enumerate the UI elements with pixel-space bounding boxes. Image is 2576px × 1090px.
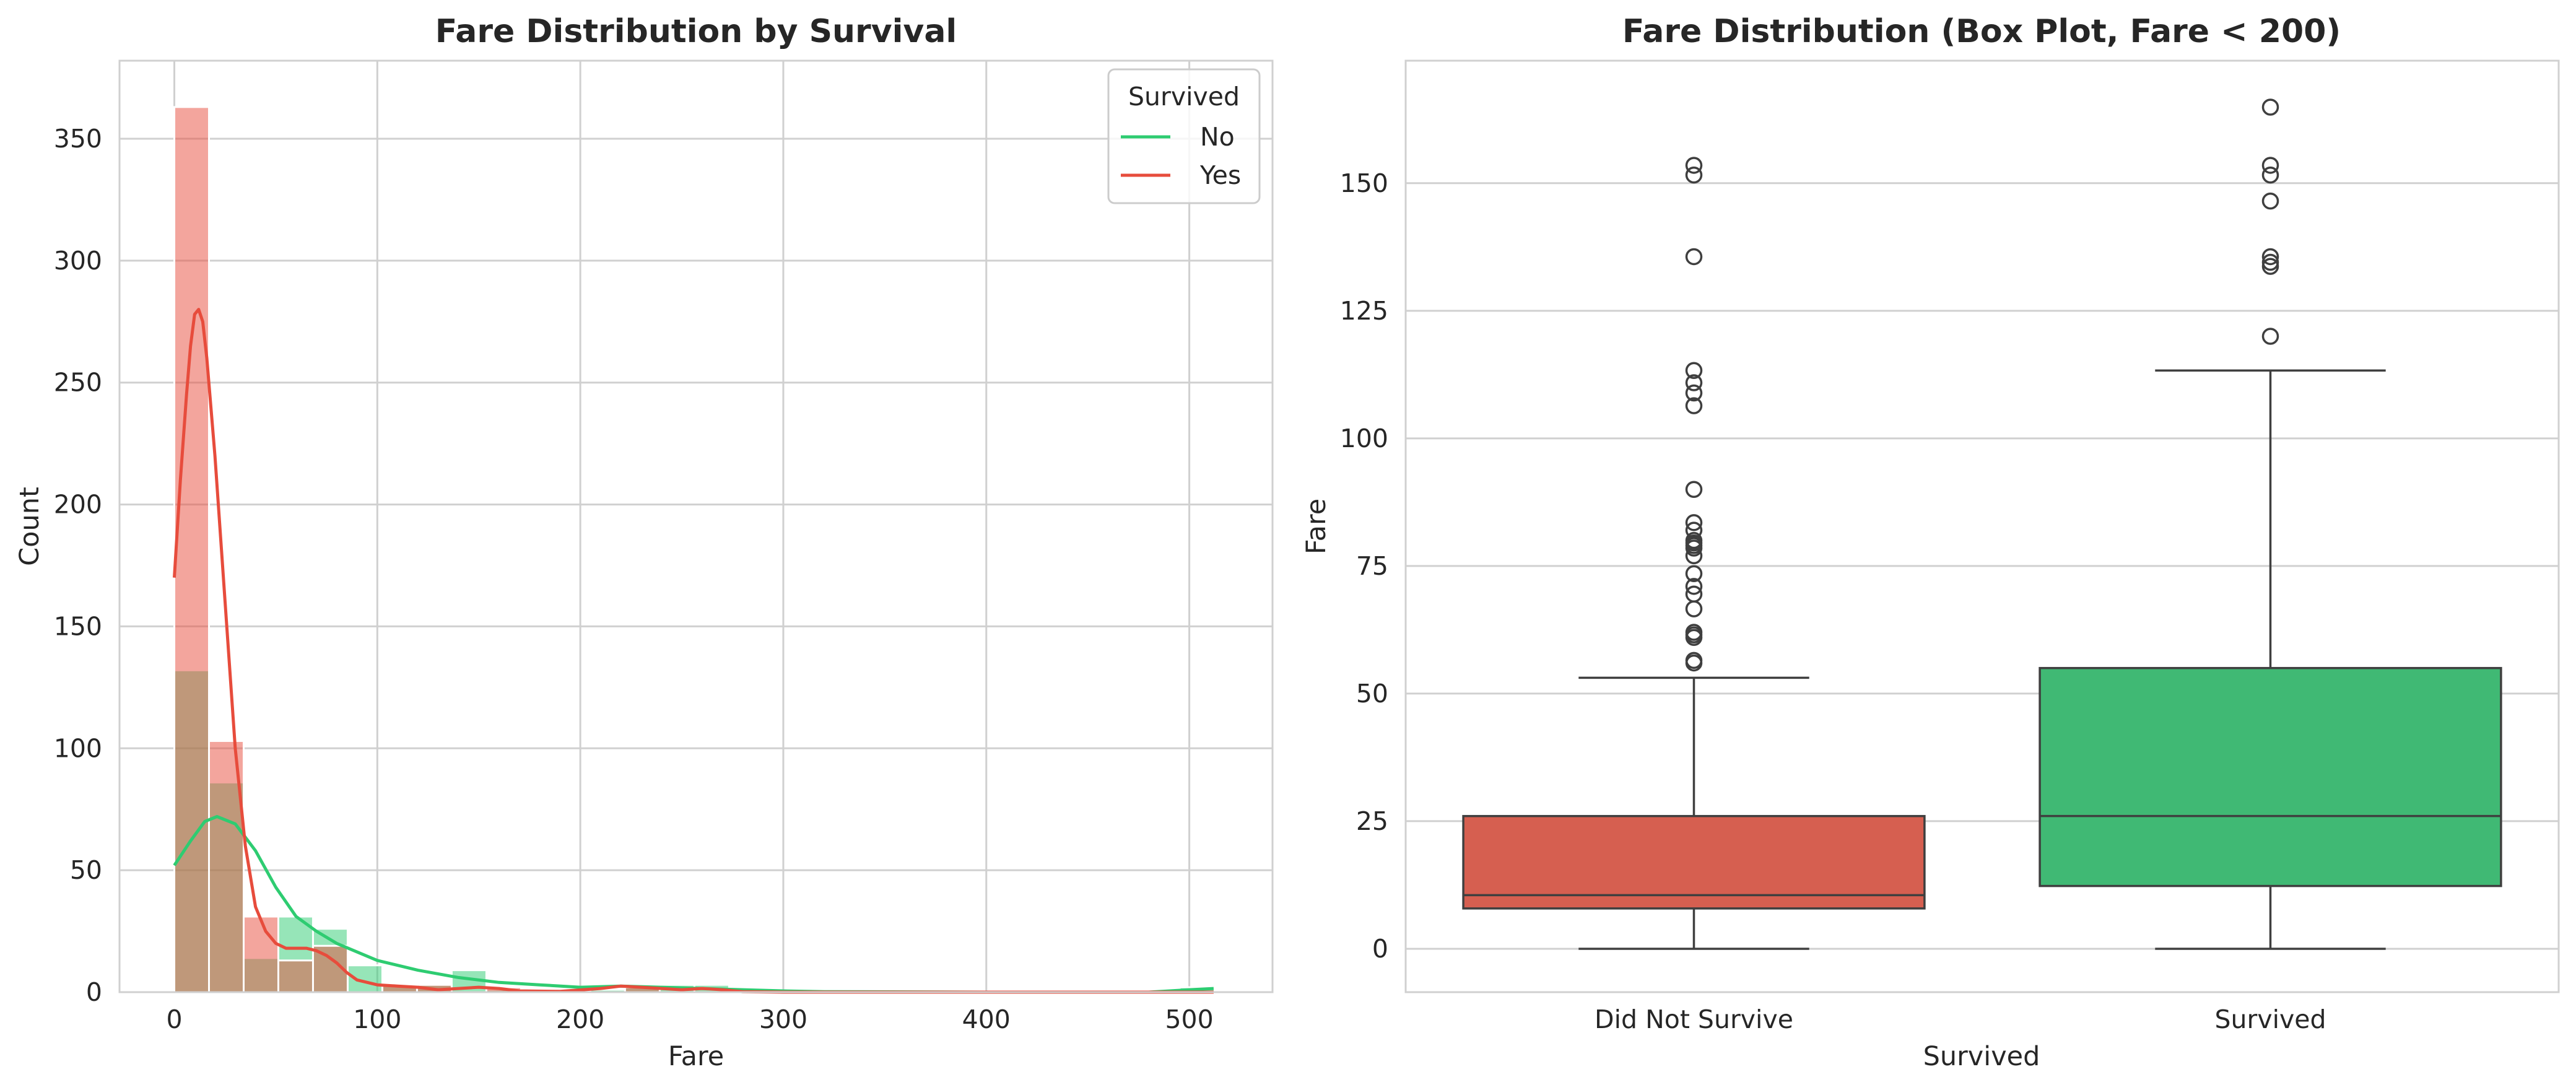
box-ytick-label: 100 [1340, 424, 1388, 453]
outlier-did-not-survive-8 [1685, 565, 1703, 582]
outlier-survived-0 [2261, 328, 2279, 345]
box-ylabel: Fare [1301, 499, 1332, 554]
hist-bar-yes-2 [242, 915, 279, 993]
legend-no-label: No [1200, 122, 1235, 152]
box-xlabel: Survived [1923, 1041, 2040, 1072]
outlier-survived-5 [2261, 166, 2279, 184]
outlier-did-not-survive-14 [1685, 521, 1703, 539]
box-title: Fare Distribution (Box Plot, Fare < 200) [1622, 13, 2341, 50]
outlier-did-not-survive-15 [1685, 514, 1703, 531]
outlier-did-not-survive-5 [1685, 600, 1703, 617]
outlier-did-not-survive-16 [1685, 481, 1703, 499]
outlier-did-not-survive-13 [1685, 531, 1703, 549]
outlier-did-not-survive-20 [1685, 362, 1703, 379]
histogram-chart: Fare Distribution by Survival 0 100 200 300… [14, 13, 1274, 1072]
outlier-survived-6 [2261, 157, 2279, 174]
outlier-did-not-survive-23 [1685, 157, 1703, 174]
hist-xlabel: Fare [668, 1041, 724, 1072]
boxplot-chart: Fare Distribution (Box Plot, Fare < 200)… [1301, 13, 2560, 1072]
kde-line-yes [173, 308, 1214, 994]
hist-tick-labels: 0 100 200 300 400 500 0 50 100 150 200 250 300 350 [54, 124, 1214, 1034]
outlier-survived-2 [2261, 253, 2279, 271]
hist-bar-yes-3 [277, 959, 314, 993]
hist-kde-curves [173, 308, 1214, 994]
hist-ytick-label: 350 [54, 124, 102, 154]
outlier-did-not-survive-7 [1685, 578, 1703, 595]
hist-title: Fare Distribution by Survival [435, 13, 957, 50]
box-ytick-label: 25 [1356, 806, 1388, 836]
hist-legend: Survived No Yes [1107, 68, 1261, 204]
box-xtick-label: Did Not Survive [1595, 1005, 1793, 1034]
hist-xtick-label: 400 [962, 1005, 1011, 1034]
outlier-survived-3 [2261, 248, 2279, 266]
hist-ytick-label: 50 [70, 855, 102, 885]
hist-ytick-label: 100 [54, 733, 102, 763]
box-tick-labels: Did Not Survive Survived 0 25 50 75 100 125 150 [1340, 168, 2326, 1034]
box-axes-frame [1404, 59, 2560, 993]
outlier-did-not-survive-1 [1685, 652, 1703, 669]
hist-xtick-label: 500 [1165, 1005, 1213, 1034]
hist-bars [173, 106, 1216, 993]
hist-xtick-label: 300 [759, 1005, 807, 1034]
outlier-did-not-survive-22 [1685, 166, 1703, 184]
box-ytick-label: 0 [1372, 934, 1388, 964]
outlier-did-not-survive-21 [1685, 248, 1703, 266]
outlier-did-not-survive-18 [1685, 384, 1703, 402]
outlier-did-not-survive-19 [1685, 374, 1703, 391]
legend-yes-label: Yes [1199, 160, 1241, 190]
hist-ytick-label: 200 [54, 490, 102, 520]
hist-bar-yes-0 [173, 106, 211, 993]
box-ytick-label: 50 [1356, 679, 1388, 708]
box-ytick-label: 125 [1340, 296, 1388, 326]
outlier-survived-4 [2261, 192, 2279, 210]
outlier-survived-7 [2261, 98, 2279, 116]
box-ytick-label: 150 [1340, 168, 1388, 198]
box-did-not-survive [1462, 814, 1926, 910]
box-ytick-label: 75 [1356, 551, 1388, 581]
box-survived [2039, 666, 2502, 887]
legend-title: Survived [1128, 82, 1240, 111]
hist-ytick-label: 150 [54, 611, 102, 641]
hist-xtick-label: 100 [353, 1005, 401, 1034]
box-plots [1462, 98, 2502, 950]
outlier-did-not-survive-4 [1685, 624, 1703, 641]
hist-ytick-label: 300 [54, 246, 102, 276]
outlier-did-not-survive-6 [1685, 585, 1703, 603]
box-xtick-label: Survived [2214, 1005, 2326, 1034]
legend-box [1107, 68, 1261, 204]
hist-ylabel: Count [14, 487, 45, 566]
hist-ytick-label: 0 [86, 977, 102, 1007]
hist-axes-frame [118, 59, 1274, 993]
outlier-did-not-survive-17 [1685, 397, 1703, 414]
hist-gridlines [120, 61, 1273, 993]
hist-xtick-label: 0 [166, 1005, 182, 1034]
hist-xtick-label: 200 [556, 1005, 604, 1034]
hist-ytick-label: 250 [54, 368, 102, 398]
